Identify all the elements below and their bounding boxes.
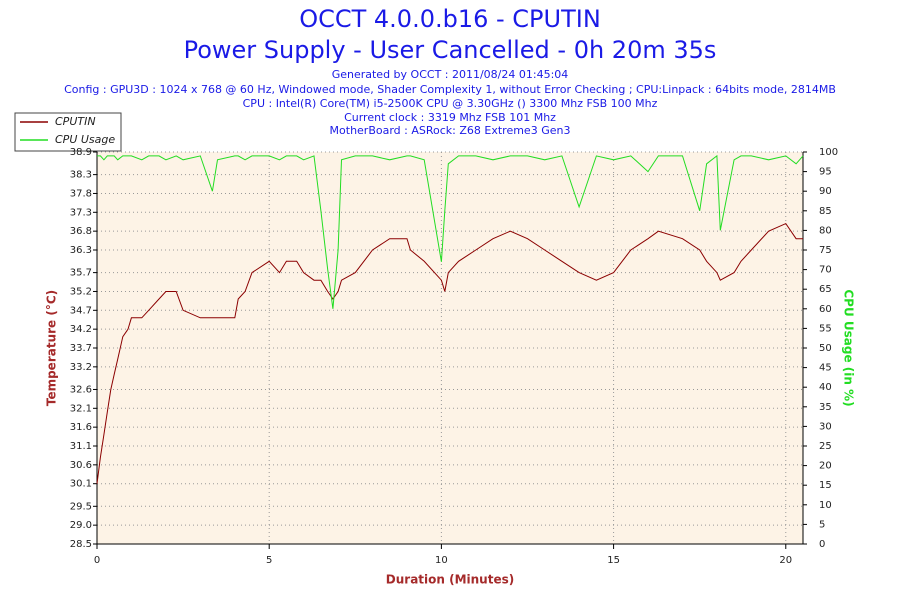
y2-tick-label: 80 [819,225,832,236]
y2-tick-label: 65 [819,284,832,295]
y2-tick-label: 10 [819,500,832,511]
y-tick-label: 30.6 [70,460,92,471]
y2-tick-label: 35 [819,402,832,413]
y2-tick-label: 95 [819,167,832,178]
legend-label: CPUTIN [55,115,96,128]
info-line: CPU : Intel(R) Core(TM) i5-2500K CPU @ 3… [243,97,658,110]
y-tick-label: 29.0 [70,520,92,531]
info-line: Current clock : 3319 Mhz FSB 101 Mhz [344,111,556,124]
chart-subtitle: Power Supply - User Cancelled - 0h 20m 3… [184,36,717,64]
y-tick-label: 33.2 [70,362,92,373]
y-tick-label: 36.8 [70,226,92,237]
y2-tick-label: 70 [819,265,832,276]
y-tick-label: 34.2 [70,324,92,335]
info-line: Config : GPU3D : 1024 x 768 @ 60 Hz, Win… [64,83,836,96]
y2-tick-label: 90 [819,186,832,197]
y-tick-label: 38.3 [70,170,92,181]
y2-tick-label: 0 [819,539,825,550]
y2-tick-label: 75 [819,245,832,256]
y-tick-label: 29.5 [70,501,92,512]
x-tick-label: 10 [435,555,448,566]
y2-axis-label: CPU Usage (in %) [842,289,856,406]
y-tick-label: 32.1 [70,403,92,414]
y2-tick-label: 5 [819,519,825,530]
y-axis-label: Temperature (°C) [45,290,59,406]
y-tick-label: 35.7 [70,268,92,279]
y-tick-label: 31.6 [70,422,92,433]
y2-tick-label: 25 [819,441,832,452]
y2-tick-label: 55 [819,323,832,334]
y2-tick-label: 50 [819,343,832,354]
legend-label: CPU Usage [55,133,115,146]
info-line: MotherBoard : ASRock: Z68 Extreme3 Gen3 [330,124,571,137]
data-line [97,154,804,309]
x-tick-label: 15 [607,555,620,566]
y2-tick-label: 30 [819,421,832,432]
y-tick-label: 38.9 [70,147,92,158]
legend-box [14,112,122,152]
y2-tick-label: 15 [819,480,832,491]
info-line: Generated by OCCT : 2011/08/24 01:45:04 [332,68,569,81]
y-tick-label: 35.2 [70,286,92,297]
y-tick-label: 30.1 [70,479,92,490]
data-line [96,222,803,484]
y-tick-label: 28.5 [70,539,92,550]
y-tick-label: 37.8 [70,188,92,199]
y2-tick-label: 85 [819,206,832,217]
y-tick-label: 36.3 [70,245,92,256]
y-tick-label: 32.6 [70,384,92,395]
x-tick-label: 0 [94,555,100,566]
chart-title: OCCT 4.0.0.b16 - CPUTIN [299,5,601,33]
y-tick-label: 37.3 [70,207,92,218]
y2-tick-label: 60 [819,304,832,315]
x-tick-label: 20 [779,555,792,566]
x-axis-label: Duration (Minutes) [386,573,514,587]
y-tick-label: 33.7 [70,343,92,354]
y-tick-label: 31.1 [70,441,92,452]
y-tick-label: 34.7 [70,305,92,316]
y2-tick-label: 40 [819,382,832,393]
y2-tick-label: 20 [819,461,832,472]
y2-tick-label: 45 [819,363,832,374]
x-tick-label: 5 [266,555,272,566]
y2-tick-label: 100 [819,147,838,158]
